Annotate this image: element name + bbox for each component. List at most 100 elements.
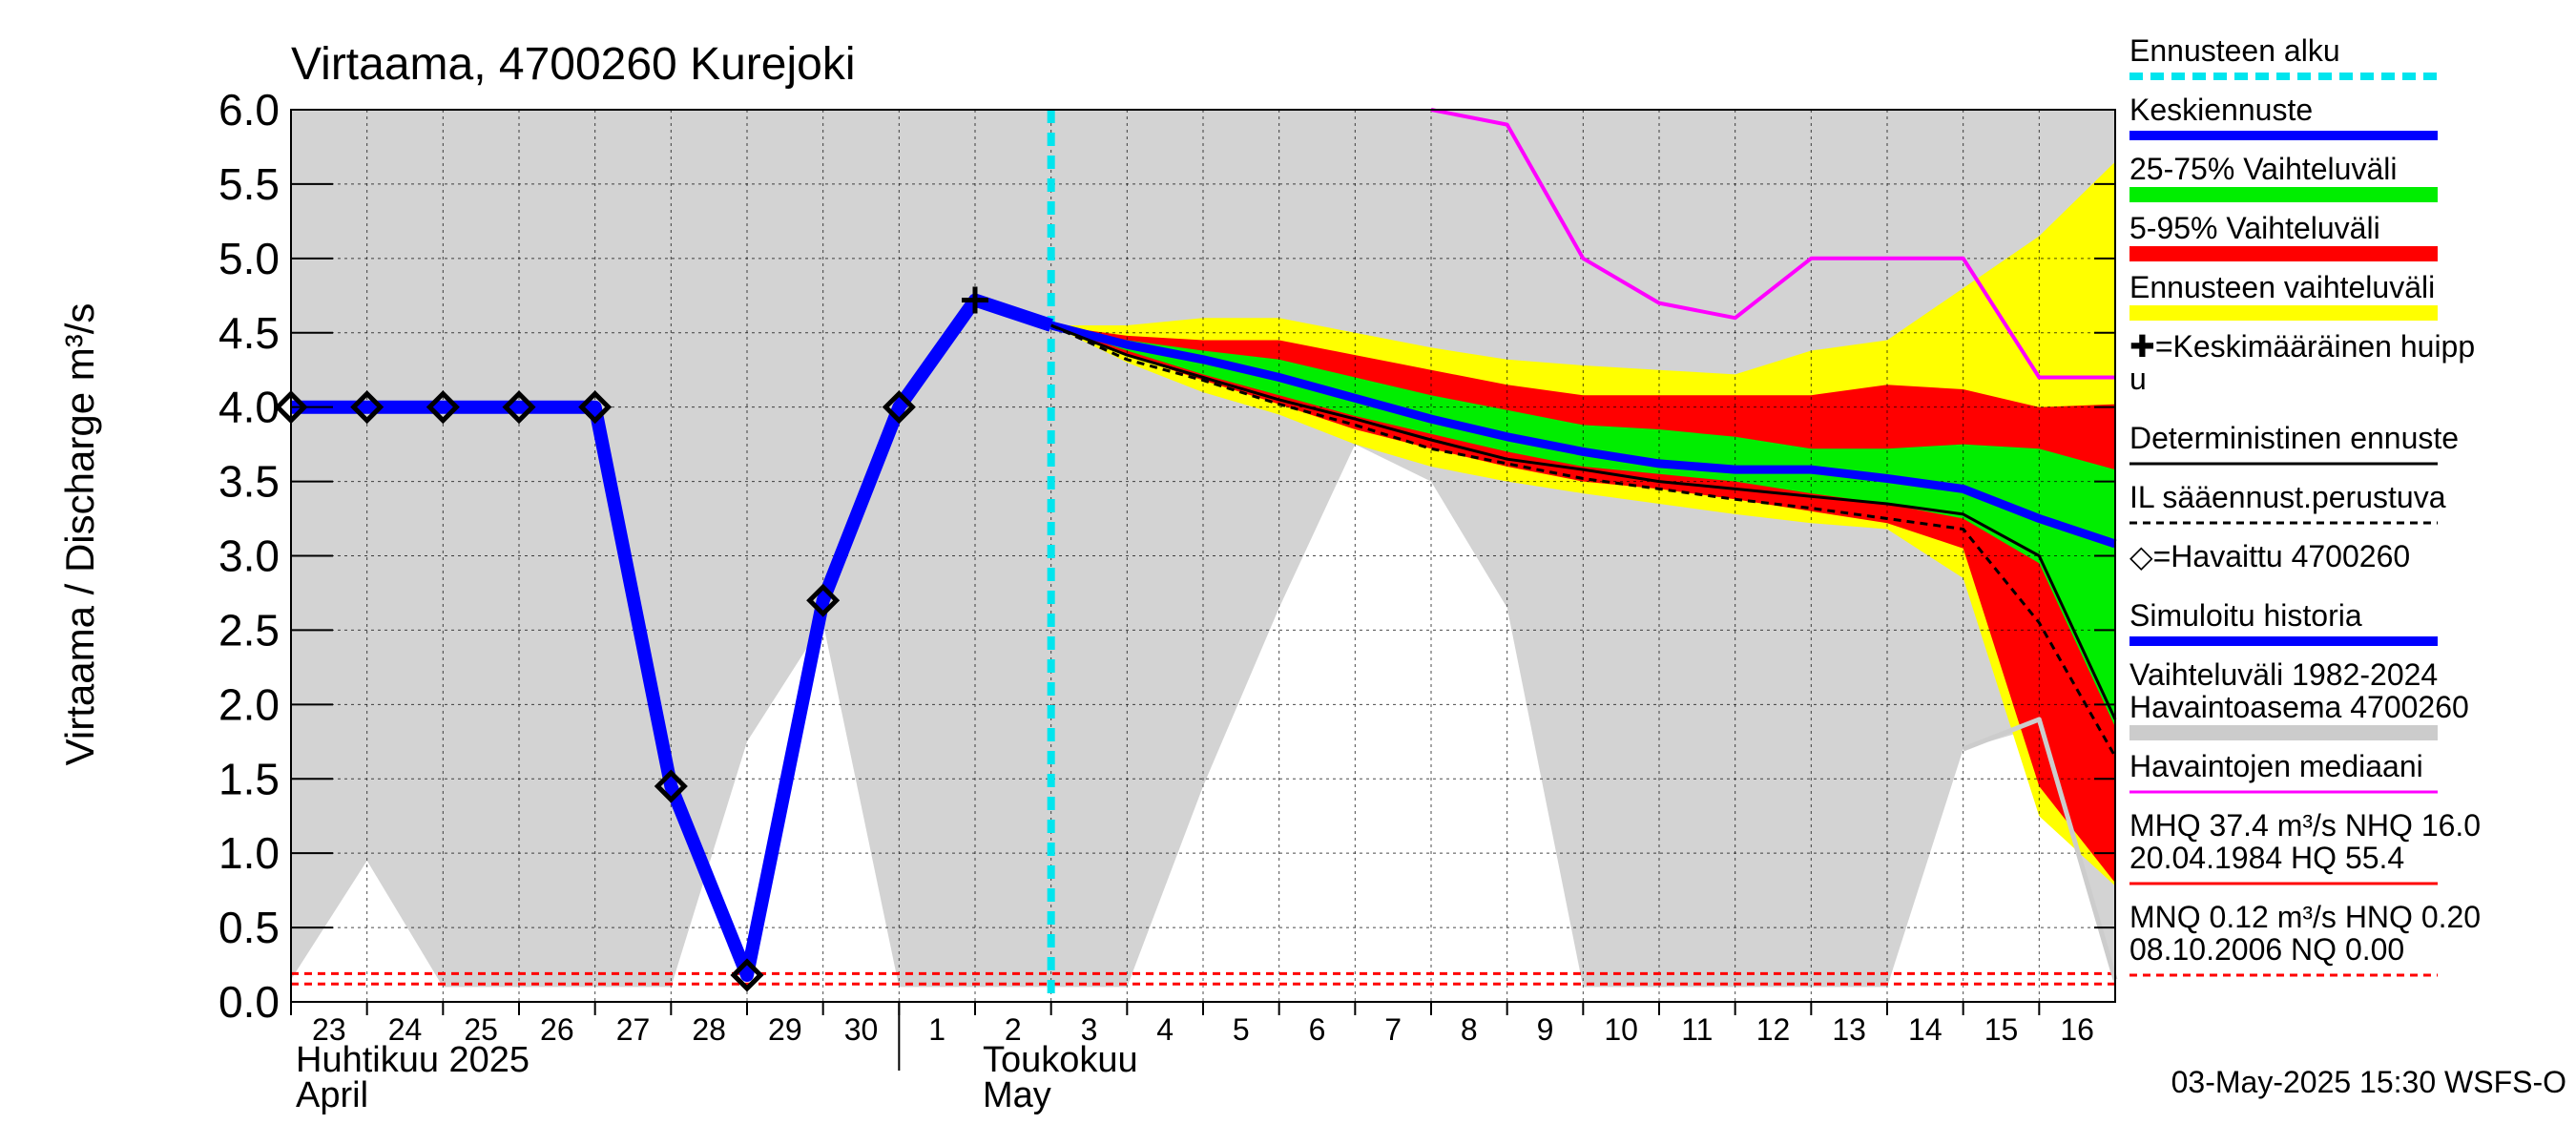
legend-item: 5-95% Vaihteluväli bbox=[2129, 211, 2438, 261]
month-label: April bbox=[296, 1075, 368, 1115]
x-tick-label: 7 bbox=[1384, 1012, 1402, 1047]
y-tick-label: 4.0 bbox=[218, 383, 280, 432]
x-tick-label: 26 bbox=[540, 1012, 574, 1047]
legend-label-2: 20.04.1984 HQ 55.4 bbox=[2129, 841, 2404, 875]
series-keskiennuste bbox=[1049, 321, 2117, 549]
y-tick-label: 3.5 bbox=[218, 457, 280, 507]
x-tick-label: 23 bbox=[312, 1012, 346, 1047]
y-tick-label: 5.5 bbox=[218, 159, 280, 209]
legend-label: MNQ 0.12 m³/s HNQ 0.20 bbox=[2129, 900, 2481, 934]
legend-item: Ennusteen vaihteluväli bbox=[2129, 270, 2438, 321]
x-tick-label: 2 bbox=[1005, 1012, 1022, 1047]
x-tick-label: 6 bbox=[1309, 1012, 1326, 1047]
y-axis-label: Virtaama / Discharge m³/s bbox=[57, 303, 102, 766]
y-tick-label: 5.0 bbox=[218, 234, 280, 283]
x-tick-label: 1 bbox=[928, 1012, 945, 1047]
x-tick-label: 13 bbox=[1832, 1012, 1866, 1047]
y-tick-label: 2.5 bbox=[218, 605, 280, 655]
y-tick-label: 6.0 bbox=[218, 85, 280, 135]
legend: Ennusteen alku Keskiennuste 25-75% Vaihtel… bbox=[2129, 33, 2481, 977]
observed-point bbox=[502, 390, 536, 425]
legend-swatch bbox=[2129, 187, 2438, 202]
series-layer bbox=[274, 108, 2118, 1002]
series-historia-harmaa- bbox=[1962, 717, 2118, 981]
y-tick-label: 0.5 bbox=[218, 903, 280, 952]
legend-item: Keskiennuste bbox=[2129, 93, 2438, 140]
legend-item: 25-75% Vaihteluväli bbox=[2129, 152, 2438, 202]
series-simuloitu-historia bbox=[291, 293, 1053, 982]
y-tick-label: 0.0 bbox=[218, 977, 280, 1027]
legend-label-2: Havaintoasema 4700260 bbox=[2129, 690, 2469, 724]
legend-item: Ennusteen alku bbox=[2129, 33, 2438, 80]
legend-label: ◇=Havaittu 4700260 bbox=[2129, 539, 2410, 573]
chart-title: Virtaama, 4700260 Kurejoki bbox=[291, 39, 856, 90]
observed-point bbox=[578, 390, 613, 425]
x-tick-label: 25 bbox=[464, 1012, 498, 1047]
x-tick-label: 28 bbox=[692, 1012, 726, 1047]
legend-item: Deterministinen ennuste bbox=[2129, 421, 2459, 466]
y-tick-label: 2.0 bbox=[218, 679, 280, 729]
x-tick-label: 10 bbox=[1604, 1012, 1638, 1047]
series-deterministinen-ennuste bbox=[1050, 323, 2117, 720]
legend-label: Keskiennuste bbox=[2129, 93, 2313, 127]
history-range-band bbox=[291, 110, 2115, 988]
x-tick-label: 14 bbox=[1908, 1012, 1942, 1047]
legend-label: MHQ 37.4 m³/s NHQ 16.0 bbox=[2129, 808, 2481, 843]
mean-peak-marker bbox=[962, 286, 988, 314]
observed-point bbox=[882, 390, 916, 425]
y-tick-label: 1.5 bbox=[218, 754, 280, 803]
legend-swatch bbox=[2129, 305, 2438, 321]
x-tick-label: 12 bbox=[1756, 1012, 1791, 1047]
observed-point bbox=[426, 390, 460, 425]
legend-swatch bbox=[2129, 246, 2438, 261]
legend-label: 25-75% Vaihteluväli bbox=[2129, 152, 2397, 186]
x-tick-label: 30 bbox=[844, 1012, 879, 1047]
observed-point bbox=[730, 958, 764, 992]
legend-label-2: u bbox=[2129, 362, 2147, 396]
legend-label-2: 08.10.2006 NQ 0.00 bbox=[2129, 932, 2404, 967]
legend-label: Vaihteluväli 1982-2024 bbox=[2129, 657, 2438, 692]
legend-label: Ennusteen vaihteluväli bbox=[2129, 270, 2435, 304]
legend-label: 5-95% Vaihteluväli bbox=[2129, 211, 2380, 245]
legend-item: ◇=Havaittu 4700260 bbox=[2129, 539, 2410, 573]
observed-point bbox=[806, 583, 841, 617]
x-tick-label: 8 bbox=[1461, 1012, 1478, 1047]
month-label: Toukokuu bbox=[983, 1040, 1138, 1080]
month-label: Huhtikuu 2025 bbox=[296, 1040, 530, 1080]
legend-label: IL sääennust.perustuva bbox=[2129, 480, 2446, 514]
observed-point bbox=[350, 390, 384, 425]
legend-swatch bbox=[2129, 725, 2438, 740]
legend-label: Ennusteen alku bbox=[2129, 33, 2340, 68]
x-tick-label: 5 bbox=[1233, 1012, 1250, 1047]
month-label: May bbox=[983, 1075, 1051, 1115]
x-tick-label: 29 bbox=[768, 1012, 802, 1047]
axes-layer: 0.0 0.5 1.0 1.5 2.0 2.5 3.0 3.5 4.0 4.5 5.0 5.5 6.0 2… bbox=[218, 85, 2116, 1115]
series-havaintojen-mediaani bbox=[1430, 108, 2115, 380]
y-tick-label: 3.0 bbox=[218, 531, 280, 581]
y-tick-label: 1.0 bbox=[218, 828, 280, 878]
footer-timestamp: 03-May-2025 15:30 WSFS-O bbox=[2171, 1065, 2566, 1099]
x-tick-label: 4 bbox=[1156, 1012, 1174, 1047]
x-tick-label: 11 bbox=[1681, 1012, 1713, 1047]
series-il-s-ennust-perustuva bbox=[1050, 323, 2117, 758]
legend-label: ✚=Keskimääräinen huipp bbox=[2129, 329, 2475, 364]
legend-item: Havaintojen mediaani bbox=[2129, 749, 2438, 794]
x-tick-label: 9 bbox=[1537, 1012, 1554, 1047]
legend-item: MHQ 37.4 m³/s NHQ 16.020.04.1984 HQ 55.4 bbox=[2129, 808, 2481, 885]
legend-item: Simuloitu historia bbox=[2129, 598, 2438, 646]
observed-point bbox=[654, 769, 688, 803]
legend-label: Simuloitu historia bbox=[2129, 598, 2362, 633]
x-tick-label: 27 bbox=[616, 1012, 651, 1047]
ensemble-range-band bbox=[1050, 161, 2115, 886]
x-tick-label: 15 bbox=[1984, 1012, 2019, 1047]
legend-label: Deterministinen ennuste bbox=[2129, 421, 2459, 455]
x-tick-label: 16 bbox=[2060, 1012, 2094, 1047]
x-tick-label: 24 bbox=[388, 1012, 423, 1047]
legend-item: Vaihteluväli 1982-2024 Havaintoasema 470… bbox=[2129, 657, 2469, 740]
x-tick-label: 3 bbox=[1081, 1012, 1098, 1047]
legend-label: Havaintojen mediaani bbox=[2129, 749, 2423, 783]
y-tick-label: 4.5 bbox=[218, 308, 280, 358]
